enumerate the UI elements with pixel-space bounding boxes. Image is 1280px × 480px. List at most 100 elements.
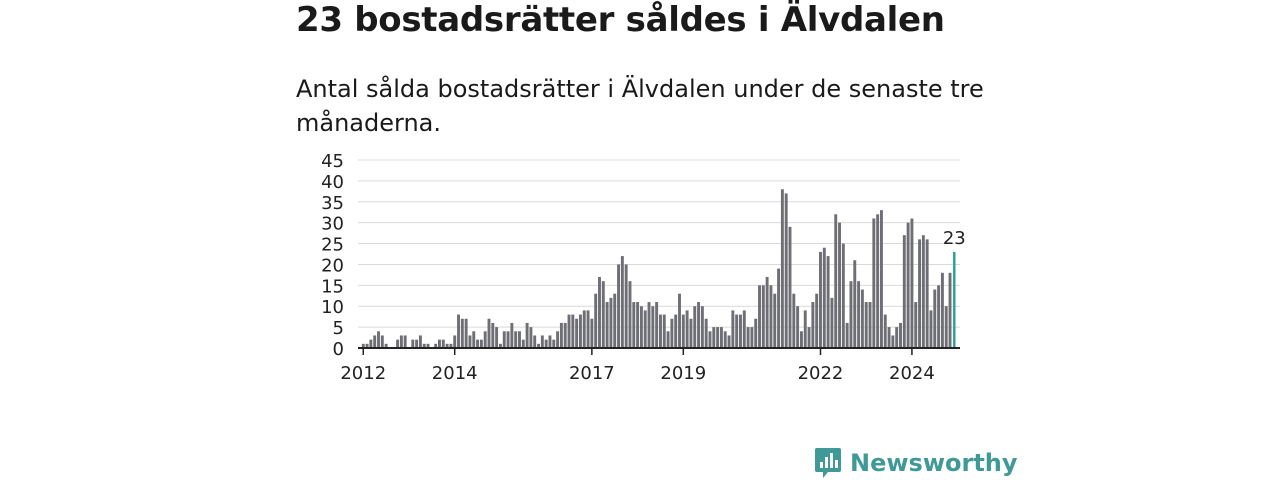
newsworthy-logo-icon	[815, 448, 841, 478]
bar	[700, 306, 704, 348]
bar	[510, 322, 514, 348]
bar	[624, 264, 628, 348]
bar	[845, 322, 849, 348]
x-tick-label: 2019	[660, 363, 706, 384]
bar	[693, 306, 697, 348]
bar	[921, 235, 925, 348]
bar	[765, 276, 769, 348]
bar	[373, 335, 377, 348]
bar	[792, 293, 796, 348]
bar	[449, 343, 453, 348]
bar	[396, 339, 400, 348]
bar	[605, 302, 609, 348]
bar	[727, 335, 731, 348]
bar	[811, 302, 815, 348]
x-tick-label: 2012	[340, 363, 386, 384]
bar	[601, 281, 605, 348]
bar	[582, 310, 586, 348]
x-tick-label: 2024	[889, 363, 935, 384]
bar	[739, 314, 742, 348]
bar	[777, 268, 781, 348]
bar	[735, 314, 739, 348]
bar	[571, 314, 575, 348]
bar	[651, 306, 655, 348]
bar	[540, 335, 544, 348]
bar	[411, 339, 415, 348]
bar	[697, 302, 701, 348]
x-tick-label: 2022	[798, 363, 844, 384]
bar	[575, 318, 579, 348]
bar	[895, 327, 899, 348]
bar	[784, 193, 788, 348]
bar	[742, 310, 746, 348]
x-axis-ticks: 2012 2014 2017 2019 2022 2024	[340, 348, 935, 384]
bar	[933, 289, 937, 348]
bar	[460, 318, 464, 348]
bar	[887, 327, 891, 348]
bar	[647, 302, 651, 348]
y-tick-label: 30	[321, 214, 344, 235]
bar	[632, 302, 636, 348]
bar	[628, 281, 632, 348]
bar	[399, 335, 403, 348]
bar	[464, 318, 468, 348]
bar	[643, 310, 647, 348]
bar	[799, 331, 803, 348]
newsworthy-logo-text: Newsworthy	[850, 449, 1018, 477]
bar	[365, 343, 369, 348]
bar	[788, 226, 792, 348]
bar	[864, 302, 868, 348]
bar	[525, 322, 529, 348]
bar	[453, 335, 457, 348]
bar	[944, 306, 948, 348]
bar	[815, 293, 819, 348]
bar	[506, 331, 510, 348]
highlight-value-label: 23	[943, 228, 966, 249]
bar	[556, 331, 560, 348]
bar	[438, 339, 441, 348]
bar	[716, 327, 720, 348]
bar	[914, 302, 918, 348]
bar	[689, 318, 693, 348]
bar	[518, 331, 521, 348]
bar	[925, 239, 929, 348]
bar	[495, 327, 499, 348]
chart-subtitle: Antal sålda bostadsrätter i Älvdalen und…	[296, 75, 984, 137]
bar	[822, 247, 826, 348]
bar	[659, 314, 662, 348]
bar	[609, 297, 613, 348]
bar	[567, 314, 571, 348]
bar	[891, 335, 895, 348]
bar	[723, 331, 727, 348]
bar	[902, 235, 906, 348]
bar	[918, 239, 921, 348]
bar	[750, 327, 754, 348]
y-tick-label: 0	[333, 339, 344, 360]
gridlines	[358, 159, 960, 328]
y-tick-label: 45	[321, 151, 344, 172]
y-tick-label: 40	[321, 172, 344, 193]
bar	[639, 306, 643, 348]
bar	[841, 243, 845, 348]
bar	[620, 256, 624, 348]
bar	[769, 285, 773, 348]
bar	[483, 331, 487, 348]
bar	[719, 327, 723, 348]
bar	[754, 318, 758, 348]
bar	[685, 310, 689, 348]
bar	[613, 293, 617, 348]
bar	[910, 218, 914, 348]
bar	[544, 339, 548, 348]
bar	[940, 272, 944, 348]
bar	[369, 339, 373, 348]
bar	[830, 297, 834, 348]
bar	[537, 343, 540, 348]
bar	[906, 222, 910, 348]
bar	[491, 322, 495, 348]
bar	[586, 310, 590, 348]
bars	[361, 189, 956, 348]
bar	[472, 331, 476, 348]
bar	[761, 285, 765, 348]
x-tick-label: 2017	[569, 363, 615, 384]
bar	[803, 310, 807, 348]
